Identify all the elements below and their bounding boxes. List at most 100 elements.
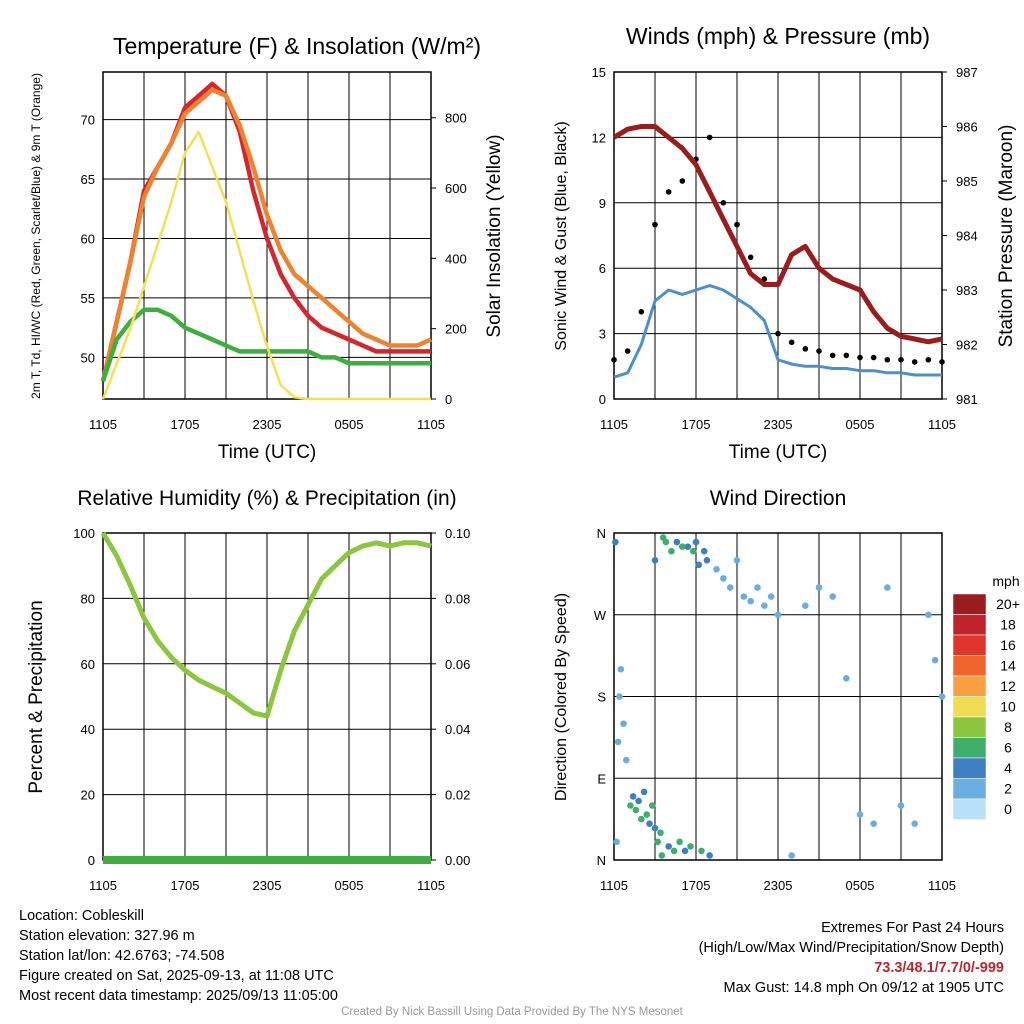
x-tick-label: 1105 [417,417,445,432]
direction-point [897,802,905,809]
chart-title: Relative Humidity (%) & Precipitation (i… [77,487,456,510]
direction-point [774,611,782,619]
colorbar-label: 14 [1000,658,1016,674]
direction-point [884,584,891,591]
chart-title: Winds (mph) & Pressure (mb) [626,23,930,49]
y-tick-label: 3 [599,327,606,342]
direction-point [620,720,627,728]
direction-point [679,543,686,550]
x-tick-label: 1705 [682,878,711,893]
direction-point [695,561,703,569]
y2-tick-label: 983 [956,283,978,298]
colorbar: mph 20+ 18 16 14 12 10 8 6 4 2 0 [952,573,1020,820]
gust-point [857,354,863,361]
y-axis-label: Sonic Wind & Gust (Blue, Black) [553,121,570,350]
direction-point [635,797,642,805]
series-station-pressure [612,124,943,345]
gust-point [652,221,658,228]
y-tick-label: 55 [81,291,95,306]
colorbar-label: 8 [1004,719,1012,735]
gust-point [911,359,918,365]
direction-point [658,852,666,859]
direction-point [726,584,734,591]
direction-point [802,602,809,609]
y2-tick-label: 986 [956,120,978,135]
x-tick-label: 0505 [846,878,875,893]
x-tick-label: 2305 [253,417,282,432]
colorbar-swatch [952,696,987,718]
chart-title: Temperature (F) & Insolation (W/m²) [113,33,481,59]
direction-point [632,806,640,814]
direction-point [654,838,662,846]
direction-point [657,829,664,837]
y2-tick-label: 400 [445,251,467,266]
direction-point [638,815,645,823]
extremes-title: Extremes For Past 24 Hours [821,920,1004,936]
y-axis-label: Percent & Precipitation [26,600,47,793]
series-relative-humidity [100,531,432,719]
colorbar-swatch [952,655,987,677]
colorbar-label: 10 [1000,699,1016,715]
series-9m-t [100,87,432,382]
direction-point [911,820,918,827]
direction-point [754,584,761,591]
chart-temperature: 50 55 60 65 70 0 200 400 600 800 1105 1705 2305 0505 1… [29,33,505,463]
gust-point [788,339,795,346]
y2-tick-label: 200 [445,322,467,337]
colorbar-swatch [952,757,987,779]
direction-point [629,793,637,800]
colorbar-swatch [952,716,987,738]
x-tick-label: 1705 [171,417,200,432]
direction-point [925,611,932,619]
x-tick-label: 1105 [600,417,628,432]
y-tick-label: N [597,526,606,541]
series-sonic-wind [613,284,942,379]
direction-point [931,656,939,664]
colorbar-label: 16 [1000,637,1016,653]
elevation-text: Station elevation: 327.96 m [19,928,195,944]
direction-point [788,852,795,859]
direction-point [613,838,621,846]
y-tick-label: 40 [81,722,95,737]
x-tick-label: 0505 [335,878,364,893]
direction-point [720,575,727,582]
extremes-subtitle: (High/Low/Max Wind/Precipitation/Snow De… [698,940,1004,956]
gust-point [720,200,727,206]
y2-tick-label: 0.06 [445,657,470,672]
direction-point [616,693,623,700]
gust-point [884,356,891,363]
gust-point [775,330,781,337]
gust-point [706,134,713,141]
y-tick-label: 80 [81,591,95,606]
gust-point [665,189,672,195]
gust-point [624,348,631,354]
y-tick-label: 100 [73,526,95,541]
x-tick-label: 2305 [764,417,793,432]
recent-text: Most recent data timestamp: 2025/09/13 1… [19,988,338,1004]
y-axis-label: 2m T, Td, HI/WC (Red, Green, Scarlet/Blu… [29,73,43,399]
gust-point [939,359,945,365]
gust-point [734,221,740,228]
direction-point [692,538,700,546]
chart-title: Wind Direction [710,487,847,510]
colorbar-label: 18 [1000,617,1016,633]
direction-point [614,738,622,746]
colorbar-unit: mph [992,573,1019,589]
station-info: Location: Cobleskill Station elevation: … [19,906,338,1006]
direction-point [627,802,634,809]
x-tick-label: 0505 [846,417,875,432]
x-tick-label: 1105 [600,878,628,893]
colorbar-label: 12 [1000,678,1016,694]
chart-winds: 0 3 6 9 12 15 981 982 983 984 985 986 987 1105 1705 230… [553,23,1017,463]
y2-tick-label: 985 [956,174,978,189]
location-text: Location: Cobleskill [19,908,144,924]
y-tick-label: 6 [599,261,606,276]
gust-point [925,356,932,363]
direction-point [648,802,656,809]
gust-point [679,178,686,184]
max-gust-text: Max Gust: 14.8 mph On 09/12 at 1905 UTC [723,980,1004,996]
direction-point [617,665,625,673]
colorbar-swatch [952,614,987,636]
gust-point [816,348,822,354]
y2-tick-label: 0.08 [445,591,470,606]
